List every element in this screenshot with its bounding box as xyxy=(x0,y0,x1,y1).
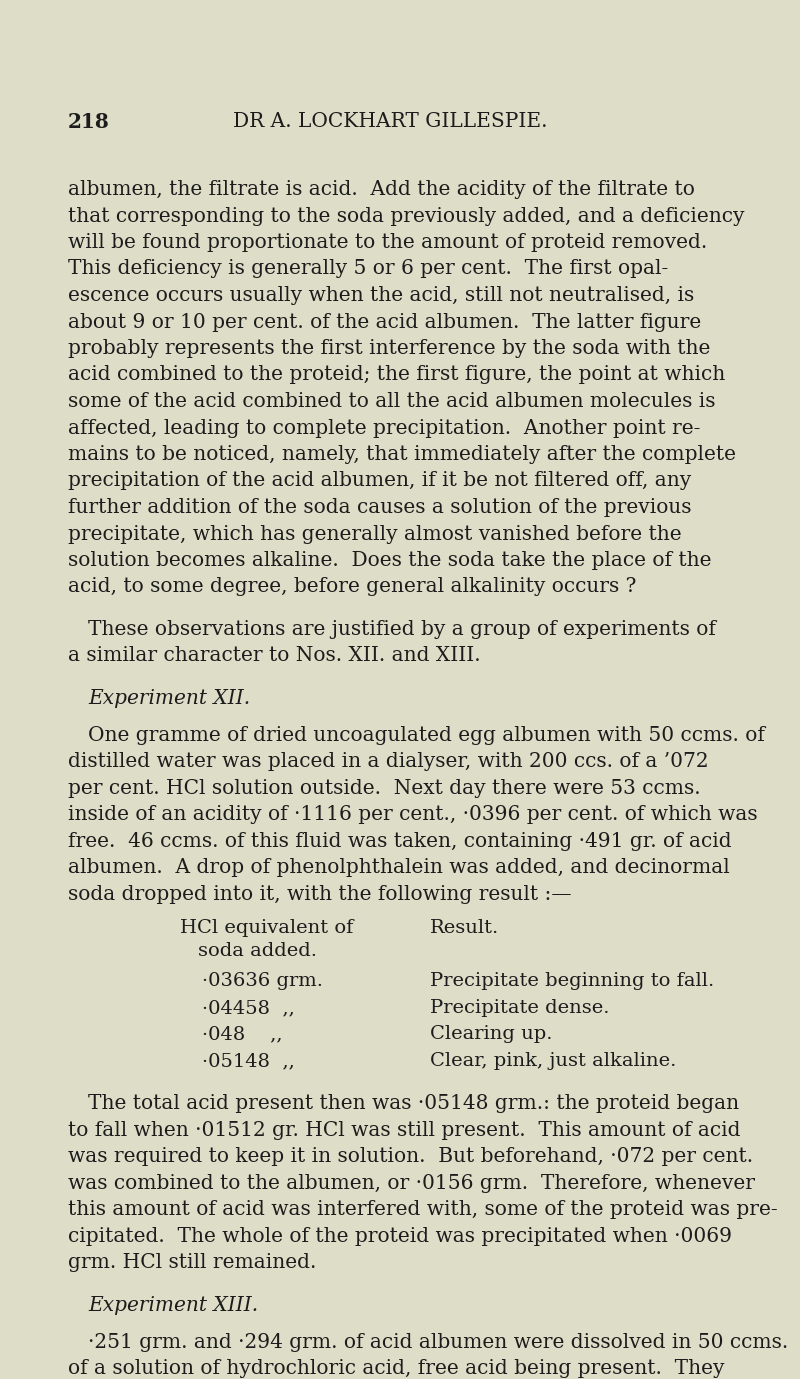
Text: Precipitate dense.: Precipitate dense. xyxy=(430,998,610,1016)
Text: inside of an acidity of ·1116 per cent., ·0396 per cent. of which was: inside of an acidity of ·1116 per cent.,… xyxy=(68,805,758,825)
Text: ·048    ,,: ·048 ,, xyxy=(202,1026,282,1044)
Text: grm. HCl still remained.: grm. HCl still remained. xyxy=(68,1254,316,1273)
Text: Experiment XIII.: Experiment XIII. xyxy=(88,1296,258,1314)
Text: was combined to the albumen, or ·0156 grm.  Therefore, whenever: was combined to the albumen, or ·0156 gr… xyxy=(68,1174,755,1193)
Text: a similar character to Nos. XII. and XIII.: a similar character to Nos. XII. and XII… xyxy=(68,647,481,666)
Text: ·05148  ,,: ·05148 ,, xyxy=(202,1052,294,1070)
Text: HCl equivalent of: HCl equivalent of xyxy=(180,920,354,938)
Text: soda dropped into it, with the following result :—: soda dropped into it, with the following… xyxy=(68,885,571,903)
Text: solution becomes alkaline.  Does the soda take the place of the: solution becomes alkaline. Does the soda… xyxy=(68,552,711,570)
Text: mains to be noticed, namely, that immediately after the complete: mains to be noticed, namely, that immedi… xyxy=(68,445,736,463)
Text: The total acid present then was ·05148 grm.: the proteid began: The total acid present then was ·05148 g… xyxy=(88,1095,739,1113)
Text: Precipitate beginning to fall.: Precipitate beginning to fall. xyxy=(430,972,714,990)
Text: cipitated.  The whole of the proteid was precipitated when ·0069: cipitated. The whole of the proteid was … xyxy=(68,1227,732,1245)
Text: ·04458  ,,: ·04458 ,, xyxy=(202,998,294,1016)
Text: One gramme of dried uncoagulated egg albumen with 50 ccms. of: One gramme of dried uncoagulated egg alb… xyxy=(88,725,765,745)
Text: about 9 or 10 per cent. of the acid albumen.  The latter figure: about 9 or 10 per cent. of the acid albu… xyxy=(68,313,702,331)
Text: These observations are justified by a group of experiments of: These observations are justified by a gr… xyxy=(88,621,716,638)
Text: probably represents the first interference by the soda with the: probably represents the first interferen… xyxy=(68,339,710,359)
Text: that corresponding to the soda previously added, and a deficiency: that corresponding to the soda previousl… xyxy=(68,207,745,226)
Text: acid combined to the proteid; the first figure, the point at which: acid combined to the proteid; the first … xyxy=(68,365,726,385)
Text: Clear, pink, just alkaline.: Clear, pink, just alkaline. xyxy=(430,1052,676,1070)
Text: Result.: Result. xyxy=(430,920,499,938)
Text: this amount of acid was interfered with, some of the proteid was pre-: this amount of acid was interfered with,… xyxy=(68,1200,778,1219)
Text: Clearing up.: Clearing up. xyxy=(430,1026,553,1044)
Text: 218: 218 xyxy=(68,112,110,132)
Text: some of the acid combined to all the acid albumen molecules is: some of the acid combined to all the aci… xyxy=(68,392,715,411)
Text: escence occurs usually when the acid, still not neutralised, is: escence occurs usually when the acid, st… xyxy=(68,285,694,305)
Text: DR A. LOCKHART GILLESPIE.: DR A. LOCKHART GILLESPIE. xyxy=(233,112,547,131)
Text: free.  46 ccms. of this fluid was taken, containing ·491 gr. of acid: free. 46 ccms. of this fluid was taken, … xyxy=(68,832,732,851)
Text: This deficiency is generally 5 or 6 per cent.  The first opal-: This deficiency is generally 5 or 6 per … xyxy=(68,259,668,279)
Text: further addition of the soda causes a solution of the previous: further addition of the soda causes a so… xyxy=(68,498,691,517)
Text: soda added.: soda added. xyxy=(198,942,317,960)
Text: precipitation of the acid albumen, if it be not filtered off, any: precipitation of the acid albumen, if it… xyxy=(68,472,691,491)
Text: precipitate, which has generally almost vanished before the: precipitate, which has generally almost … xyxy=(68,524,682,543)
Text: affected, leading to complete precipitation.  Another point re-: affected, leading to complete precipitat… xyxy=(68,418,700,437)
Text: albumen.  A drop of phenolphthalein was added, and decinormal: albumen. A drop of phenolphthalein was a… xyxy=(68,858,730,877)
Text: per cent. HCl solution outside.  Next day there were 53 ccms.: per cent. HCl solution outside. Next day… xyxy=(68,779,701,798)
Text: to fall when ·01512 gr. HCl was still present.  This amount of acid: to fall when ·01512 gr. HCl was still pr… xyxy=(68,1121,741,1140)
Text: acid, to some degree, before general alkalinity occurs ?: acid, to some degree, before general alk… xyxy=(68,578,636,597)
Text: Experiment XII.: Experiment XII. xyxy=(88,688,250,707)
Text: will be found proportionate to the amount of proteid removed.: will be found proportionate to the amoun… xyxy=(68,233,707,252)
Text: was required to keep it in solution.  But beforehand, ·072 per cent.: was required to keep it in solution. But… xyxy=(68,1147,753,1167)
Text: of a solution of hydrochloric acid, free acid being present.  They: of a solution of hydrochloric acid, free… xyxy=(68,1360,725,1379)
Text: ·03636 grm.: ·03636 grm. xyxy=(202,972,323,990)
Text: albumen, the filtrate is acid.  Add the acidity of the filtrate to: albumen, the filtrate is acid. Add the a… xyxy=(68,181,695,199)
Text: distilled water was placed in a dialyser, with 200 ccs. of a ’072: distilled water was placed in a dialyser… xyxy=(68,753,709,771)
Text: ·251 grm. and ·294 grm. of acid albumen were dissolved in 50 ccms.: ·251 grm. and ·294 grm. of acid albumen … xyxy=(88,1333,788,1351)
